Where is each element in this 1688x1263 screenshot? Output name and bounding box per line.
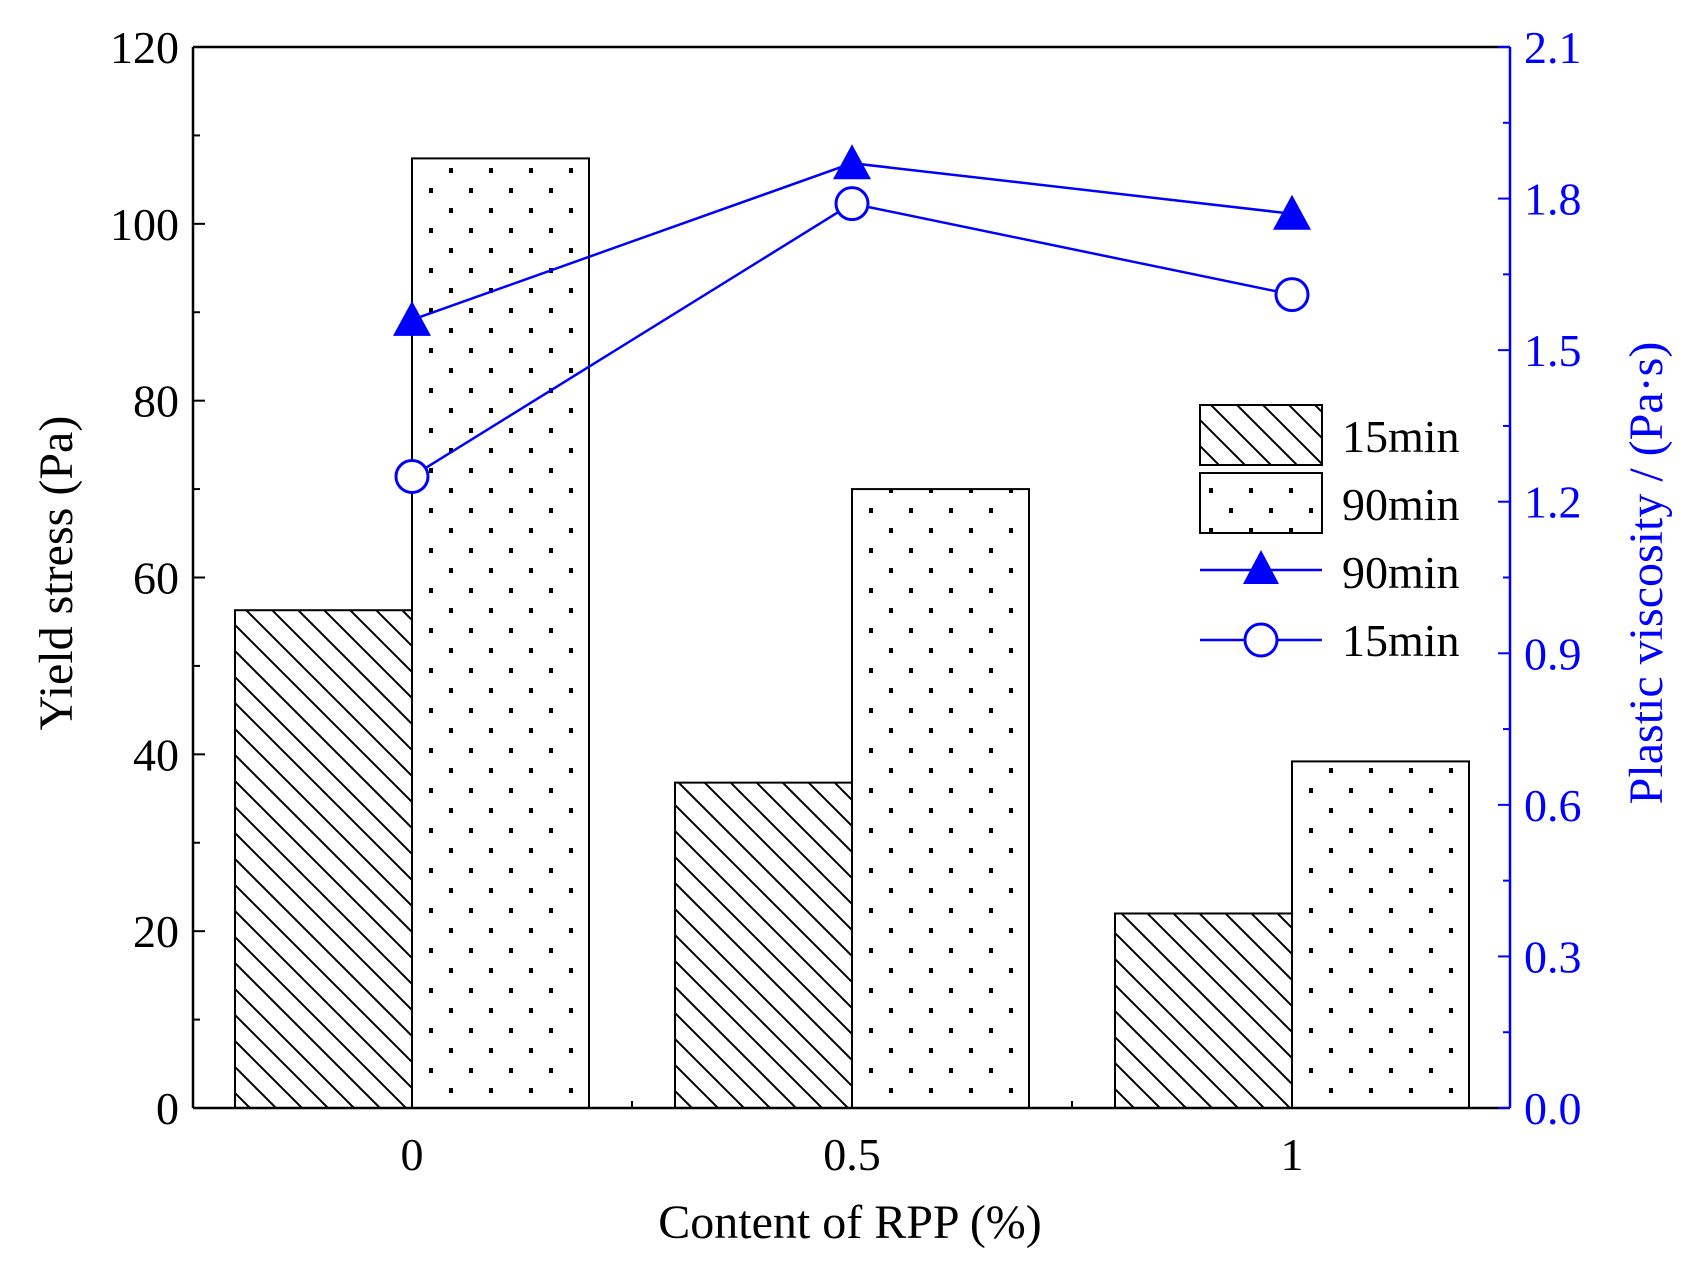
legend-swatch-dots [1199, 472, 1323, 534]
legend-label: 90min [1342, 547, 1460, 598]
y2-tick-label: 0.0 [1524, 1083, 1582, 1134]
y-axis-title: Yield stress (Pa) [30, 416, 83, 731]
triangle-marker-0.5 [833, 144, 871, 180]
y-tick-label: 0 [156, 1083, 179, 1134]
y2-tick-label: 1.2 [1524, 477, 1582, 528]
triangle-marker-1 [1273, 194, 1311, 230]
bar-15min-1 [1114, 912, 1293, 1109]
tick-group: 0 20 40 60 80 100 120 0.0 0.3 0.6 0.9 1.2 1.5 1.8 2.1 0… [110, 22, 1582, 1180]
y-tick-label: 40 [133, 729, 179, 780]
legend-triangle-marker [1243, 550, 1279, 584]
legend-label: 90min [1342, 479, 1460, 530]
circle-marker-0 [394, 458, 430, 494]
y-tick-label: 100 [110, 199, 179, 250]
bar-group [234, 157, 1470, 1110]
x-tick-label: 0 [401, 1129, 424, 1180]
legend-label: 15min [1342, 615, 1460, 666]
legend-circle-marker [1243, 622, 1279, 658]
legend-swatch-hatch [1199, 404, 1323, 466]
y2-axis-title: Plastic viscosity / (Pa·s) [1620, 342, 1673, 805]
legend: 15min 90min 90min 15min [1199, 404, 1460, 666]
bar-90min-1 [1291, 760, 1470, 1109]
circle-marker-1 [1274, 277, 1310, 313]
bar-90min-0 [411, 157, 590, 1109]
bar-15min-0.5 [674, 781, 853, 1109]
y2-tick-label: 1.8 [1524, 174, 1582, 225]
legend-label: 15min [1342, 411, 1460, 462]
bar-15min-0 [234, 609, 413, 1109]
y2-tick-label: 1.5 [1524, 325, 1582, 376]
y2-tick-label: 0.3 [1524, 931, 1582, 982]
y2-tick-label: 0.9 [1524, 628, 1582, 679]
line-group [393, 144, 1311, 494]
y-tick-label: 60 [133, 553, 179, 604]
y2-tick-label: 0.6 [1524, 780, 1582, 831]
x-axis-title: Content of RPP (%) [658, 1196, 1042, 1249]
bar-90min-0.5 [851, 488, 1030, 1110]
y-tick-label: 120 [110, 22, 179, 73]
y-tick-label: 20 [133, 906, 179, 957]
x-tick-label: 0.5 [823, 1129, 881, 1180]
triangle-marker-0 [393, 300, 431, 336]
y2-tick-label: 2.1 [1524, 22, 1582, 73]
y-tick-label: 80 [133, 376, 179, 427]
circle-marker-0.5 [834, 186, 870, 222]
x-tick-label: 1 [1281, 1129, 1304, 1180]
